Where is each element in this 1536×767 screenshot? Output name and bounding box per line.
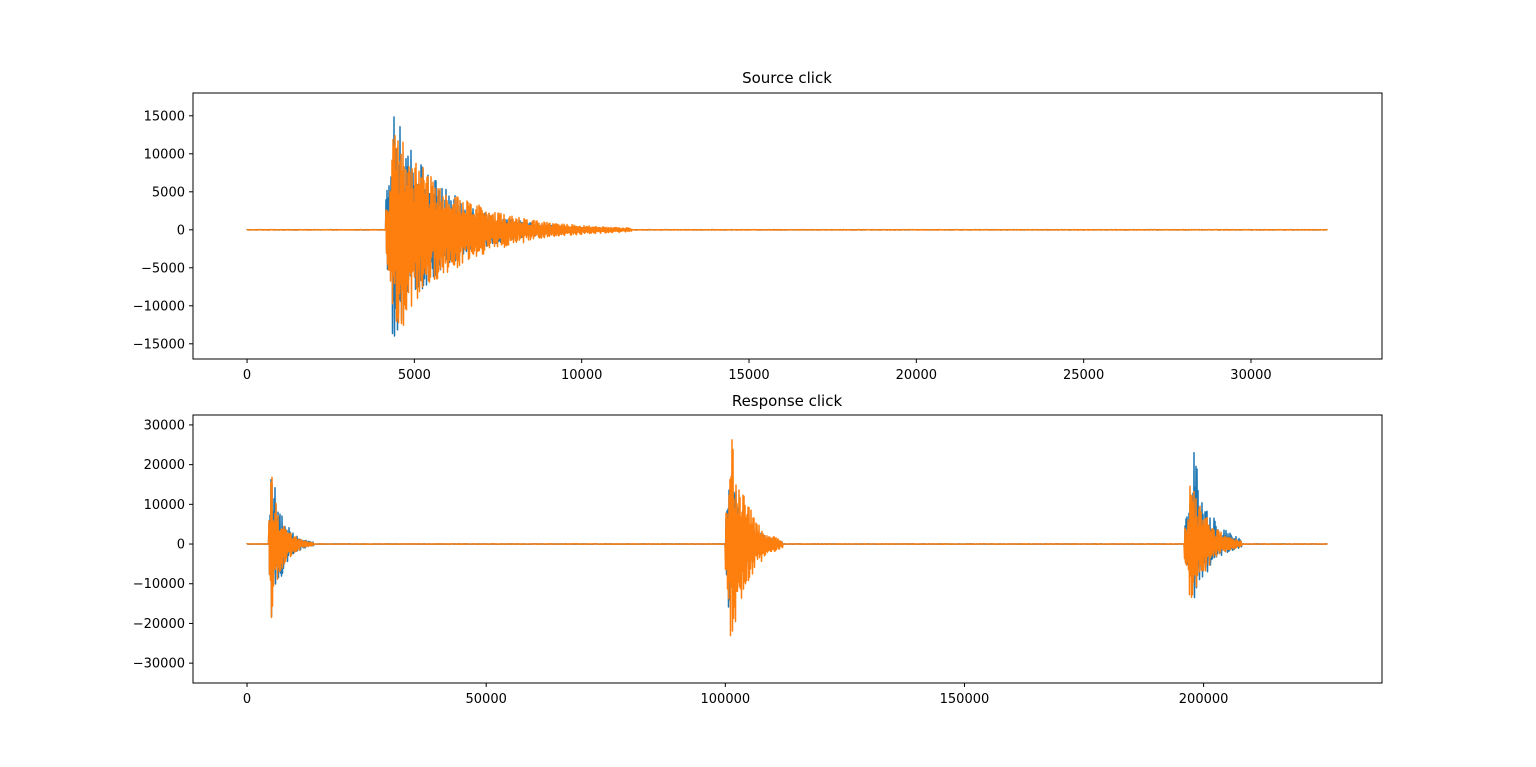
source-click-x-ticks: 0 5000 10000 15000 20000 25000 30000 — [243, 359, 1272, 383]
response-click-x-tick-label: 0 — [243, 692, 251, 707]
source-click-series-2-line — [246, 135, 1328, 327]
response-click-subplot: Response click 0 50000 100000 150000 200000 … — [133, 392, 1383, 707]
source-click-x-tick-label: 10000 — [561, 368, 602, 383]
source-click-y-tick-label: −15000 — [133, 337, 185, 352]
source-click-x-tick-label: 0 — [243, 368, 251, 383]
response-click-y-tick-label: 20000 — [144, 458, 185, 473]
source-click-y-tick-label: 5000 — [152, 185, 185, 200]
source-click-y-ticks: −15000 −10000 −5000 0 5000 10000 15000 — [133, 109, 193, 352]
source-click-y-tick-label: 10000 — [144, 147, 185, 162]
response-click-y-tick-label: 10000 — [144, 498, 185, 513]
response-click-y-tick-label: 0 — [177, 538, 185, 553]
response-click-plot-area — [246, 439, 1328, 637]
response-click-x-tick-label: 50000 — [466, 692, 507, 707]
response-click-y-tick-label: −20000 — [133, 617, 185, 632]
source-click-x-tick-label: 15000 — [728, 368, 769, 383]
source-click-y-tick-label: 0 — [177, 223, 185, 238]
response-click-x-tick-label: 200000 — [1179, 692, 1229, 707]
source-click-plot-area — [246, 116, 1328, 337]
source-click-x-tick-label: 5000 — [398, 368, 431, 383]
response-click-title: Response click — [732, 392, 843, 410]
response-click-x-ticks: 0 50000 100000 150000 200000 — [243, 683, 1229, 707]
source-click-x-tick-label: 30000 — [1230, 368, 1271, 383]
response-click-axes-frame — [192, 414, 1383, 684]
response-click-x-tick-label: 150000 — [940, 692, 990, 707]
source-click-title: Source click — [742, 69, 832, 87]
source-click-axes-frame — [192, 92, 1383, 360]
response-click-x-tick-label: 100000 — [701, 692, 751, 707]
response-click-y-tick-label: −30000 — [133, 657, 185, 672]
source-click-subplot: Source click 0 5000 10000 15000 20000 25000 30… — [133, 69, 1383, 383]
source-click-y-tick-label: −10000 — [133, 299, 185, 314]
response-click-y-tick-label: −10000 — [133, 577, 185, 592]
source-click-x-tick-label: 20000 — [896, 368, 937, 383]
response-click-series-2-line — [246, 439, 1328, 637]
response-click-y-tick-label: 30000 — [144, 418, 185, 433]
source-click-y-tick-label: −5000 — [141, 261, 185, 276]
source-click-y-tick-label: 15000 — [144, 109, 185, 124]
response-click-y-ticks: −30000 −20000 −10000 0 10000 20000 30000 — [133, 418, 193, 672]
source-click-x-tick-label: 25000 — [1063, 368, 1104, 383]
